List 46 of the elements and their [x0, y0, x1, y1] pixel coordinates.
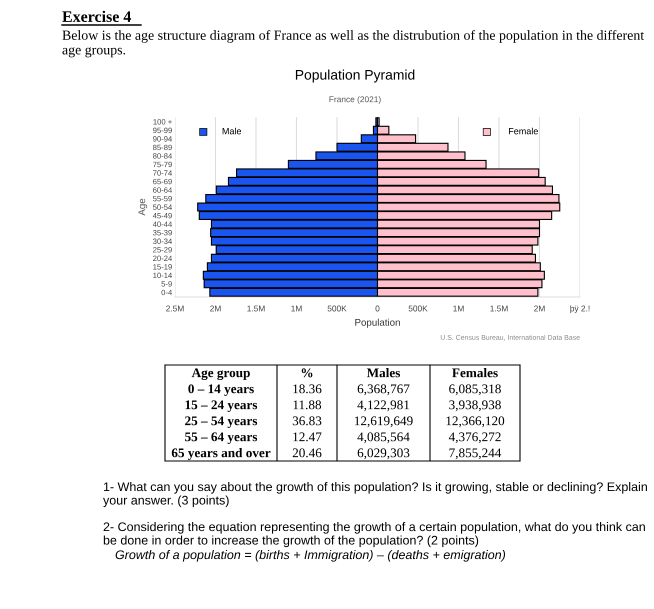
- text: Exercise 4: [62, 10, 132, 22]
- text: 20.46: [292, 448, 322, 458]
- text: 12.47: [293, 432, 322, 442]
- x-tick-label: 1M: [291, 306, 302, 312]
- x-axis-title: Population: [355, 318, 400, 328]
- x-tick-label: 1.5M: [490, 306, 508, 312]
- legend-label: Female: [508, 128, 538, 134]
- text: 4,085,564: [357, 432, 410, 444]
- text: Females: [452, 368, 498, 378]
- x-tick-label: 0: [376, 306, 380, 312]
- text: 36.83: [292, 416, 322, 426]
- text: 12,366,120: [446, 416, 504, 428]
- text: 0 – 14 years: [188, 384, 254, 396]
- text: 4,122,981: [357, 400, 410, 412]
- text: 65 years and over: [172, 448, 270, 460]
- text: 55 – 64 years: [185, 432, 258, 444]
- x-tick-label: 1.5M: [247, 306, 265, 312]
- text: 4,376,272: [448, 432, 501, 444]
- x-tick-label: 1M: [453, 306, 464, 312]
- text: 25 – 54 years: [185, 416, 258, 428]
- text: 7,855,244: [449, 448, 502, 460]
- text: 6,368,767: [358, 384, 410, 396]
- text: 2- Considering the equation representing the growth of a certain population, what do you think can be done in order to increase the growth of the population? (2 points): [104, 522, 645, 548]
- x-tick-label: 500K: [328, 306, 347, 312]
- text: 3,938,938: [449, 400, 501, 412]
- text: 11.88: [294, 400, 322, 410]
- text: 15 – 24 years: [186, 400, 258, 412]
- x-tick-label: 500K: [408, 306, 428, 312]
- text: 12,619,649: [354, 416, 413, 428]
- legend-label: Male: [222, 128, 242, 134]
- text: 18.36: [293, 384, 322, 394]
- y-axis-title: Age: [138, 198, 148, 216]
- x-tick-label: þÿ 2.!: [570, 305, 590, 314]
- text: Males: [366, 368, 400, 378]
- text: %: [302, 368, 312, 378]
- x-tick-label: 2.5M: [166, 306, 184, 312]
- text: Growth of a population = (births + Immigration) – (deaths + emigration): [116, 550, 506, 562]
- text: Age group: [192, 368, 250, 380]
- text: 6,085,318: [449, 384, 501, 396]
- text: 6,029,303: [358, 448, 410, 460]
- x-tick-label: 2M: [534, 306, 545, 312]
- text: Below is the age structure diagram of France as well as the distrubution of the population in the different age groups.: [62, 30, 644, 58]
- chart-subtitle: France (2021): [330, 96, 381, 104]
- x-tick-label: 2M: [210, 306, 221, 312]
- text: 1- What can you say about the growth of this population? Is it growing, stable or declining? Explain your answer. (3 points): [103, 482, 647, 508]
- chart-title: Population Pyramid: [296, 70, 414, 82]
